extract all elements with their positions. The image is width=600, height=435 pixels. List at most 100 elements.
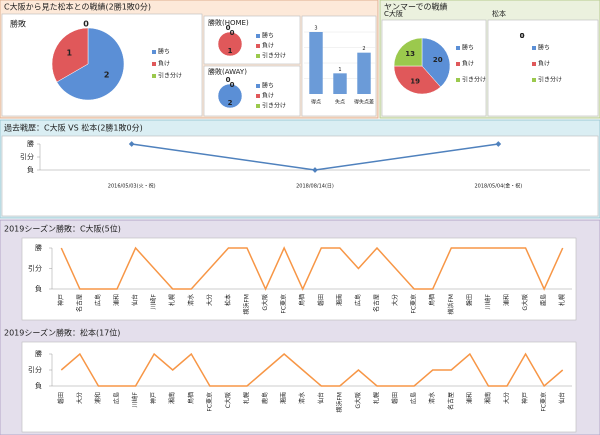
chart-box [203,15,301,65]
point [128,141,135,147]
x-tick-label: 名古屋 [373,294,381,312]
y-tick-label: 負 [35,381,42,390]
data-label: 0 [520,32,525,40]
data-label: 3 [314,26,317,32]
x-tick-label: 2018/08/14(日) [296,184,334,190]
y-tick-label: 負 [27,165,34,174]
x-tick-label: 得点 [311,99,321,106]
y-tick-label: 勝 [35,243,42,252]
x-tick-label: 広島 [410,392,418,404]
chart-title: 勝敗 [10,19,26,29]
x-tick-label: 浦和 [465,392,473,404]
x-tick-label: 仙台 [131,294,139,306]
x-tick-label: 得失点差 [354,99,374,106]
legend-marker [532,62,536,66]
x-tick-label: 磐田 [465,294,473,306]
x-tick-label: 鳥栖 [298,294,306,306]
data-label: 2 [104,70,110,79]
x-tick-label: 磐田 [391,392,399,404]
x-tick-label: 札幌 [373,392,381,404]
x-tick-label: 仙台 [558,392,566,404]
data-label: 1 [338,67,341,73]
legend-label: 勝ち [158,48,170,56]
bar [333,73,347,94]
data-label: 0 [230,29,235,37]
data-label: 2 [362,46,365,52]
legend-label: 負け [462,60,474,68]
legend-label: 引き分け [538,76,562,84]
legend-marker [256,104,260,108]
x-tick-label: 広島 [354,294,362,306]
x-tick-label: 川崎F [131,391,139,407]
chart-title: C大阪 [384,9,403,18]
legend-label: 負け [262,92,274,100]
legend-marker [152,62,156,66]
legend-marker [532,78,536,82]
x-tick-label: 湘南 [335,294,343,306]
x-tick-label: 大分 [503,392,511,404]
chart-box [1,135,599,217]
x-tick-label: FC東京 [205,392,213,412]
x-tick-label: 名古屋 [75,294,83,312]
x-tick-label: 神戸 [521,392,529,404]
y-tick-label: 引分 [20,152,34,161]
x-tick-label: 浦和 [94,392,102,404]
legend-marker [256,54,260,58]
x-tick-label: G大阪 [354,392,362,409]
point [312,167,318,173]
panel-title: 2019シーズン勝敗：松本(17位) [4,328,120,338]
legend-marker [152,50,156,54]
data-label: 1 [67,49,73,58]
x-tick-label: 清水 [187,294,195,306]
data-label: 13 [405,50,415,58]
x-tick-label: C大阪 [224,392,232,408]
legend-marker [256,34,260,38]
x-tick-label: 清水 [298,392,306,404]
data-label: 1 [228,47,233,55]
legend-label: 負け [538,60,550,68]
chart-title: 松本 [492,9,506,18]
legend-marker [256,94,260,98]
bar [357,52,371,94]
x-tick-label: 湘南 [280,392,288,404]
legend-marker [456,46,460,50]
x-tick-label: 磐田 [317,294,325,306]
x-tick-label: 浦和 [503,294,511,306]
x-tick-label: FC東京 [410,294,418,314]
x-tick-label: 鹿島 [261,392,269,404]
data-label: 0 [226,76,231,84]
x-tick-label: 横浜FM [447,294,455,315]
pie-slice [217,83,243,109]
y-tick-label: 引分 [28,365,42,374]
y-tick-label: 負 [35,284,42,293]
x-tick-label: G大阪 [261,294,269,311]
x-tick-label: FC東京 [280,294,288,314]
legend-label: 勝ち [462,44,474,52]
legend-label: 負け [158,60,170,68]
data-label: 0 [520,32,525,40]
line [60,352,564,388]
x-tick-label: 鹿島 [540,294,548,306]
panel-title: C大阪から見た松本との戦績(2勝1敗0分) [4,2,151,12]
legend-marker [456,78,460,82]
legend-label: 負け [262,42,274,50]
x-tick-label: 川崎F [484,293,492,309]
legend-label: 勝ち [262,82,274,90]
legend-label: 引き分け [158,72,182,80]
data-label: 20 [433,56,443,64]
x-tick-label: 広島 [113,392,121,404]
x-tick-label: 大分 [391,294,399,306]
data-label: 0 [226,24,231,32]
x-tick-label: 大分 [205,294,213,306]
chart-box [487,19,599,117]
x-tick-label: 仙台 [317,392,325,404]
line [60,246,564,291]
x-tick-label: 湘南 [484,392,492,404]
chart-title: 勝敗(AWAY) [208,67,247,76]
x-tick-label: 失点 [335,99,345,106]
pie-slice [421,37,451,88]
legend-marker [256,84,260,88]
x-tick-label: 広島 [94,294,102,306]
x-tick-label: 神戸 [57,294,65,306]
